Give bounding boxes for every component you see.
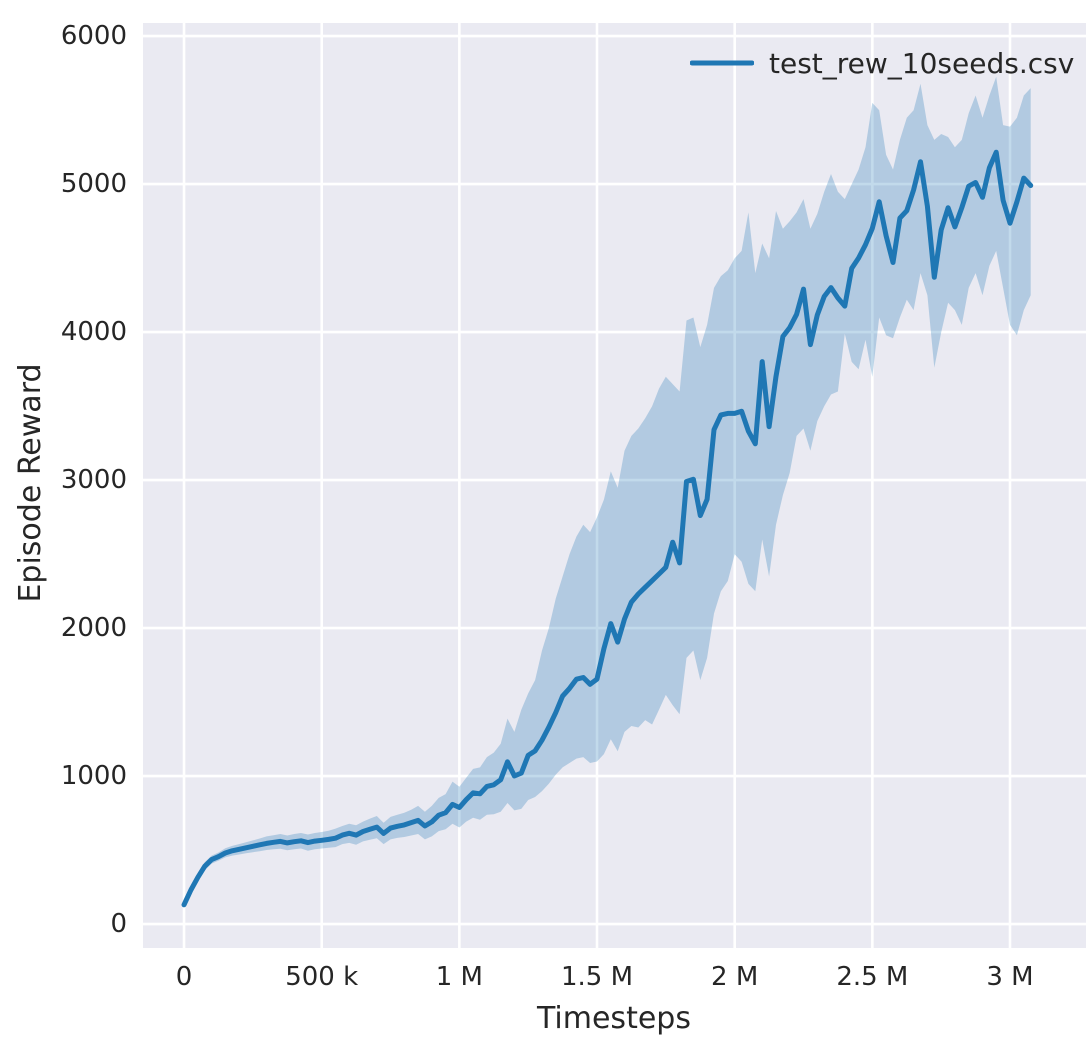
confidence-band xyxy=(184,76,1031,908)
y-tick-label: 1000 xyxy=(60,761,127,792)
x-axis-label: Timesteps xyxy=(537,1001,691,1036)
legend-label: test_rew_10seeds.csv xyxy=(769,46,1075,80)
x-tick-label: 1.5 M xyxy=(560,962,634,992)
x-tick-label: 2 M xyxy=(711,962,759,992)
x-tick-label: 2.5 M xyxy=(836,962,909,992)
x-tick-label: 500 k xyxy=(285,962,359,992)
y-tick-label: 0 xyxy=(110,909,127,940)
y-tick-label: 6000 xyxy=(60,21,127,52)
y-tick-label: 4000 xyxy=(60,317,127,348)
x-tick-label: 1 M xyxy=(435,962,483,992)
x-tick-label: 0 xyxy=(175,962,193,992)
plot-svg xyxy=(143,23,1086,948)
plot-area xyxy=(143,23,1086,948)
legend-line-swatch xyxy=(690,60,754,66)
y-tick-label: 3000 xyxy=(60,465,127,496)
legend: test_rew_10seeds.csv xyxy=(690,45,1074,81)
y-tick-label: 2000 xyxy=(60,613,127,644)
mean-line xyxy=(181,149,1034,908)
y-tick-label: 5000 xyxy=(60,169,127,200)
x-tick-label: 3 M xyxy=(986,962,1034,992)
